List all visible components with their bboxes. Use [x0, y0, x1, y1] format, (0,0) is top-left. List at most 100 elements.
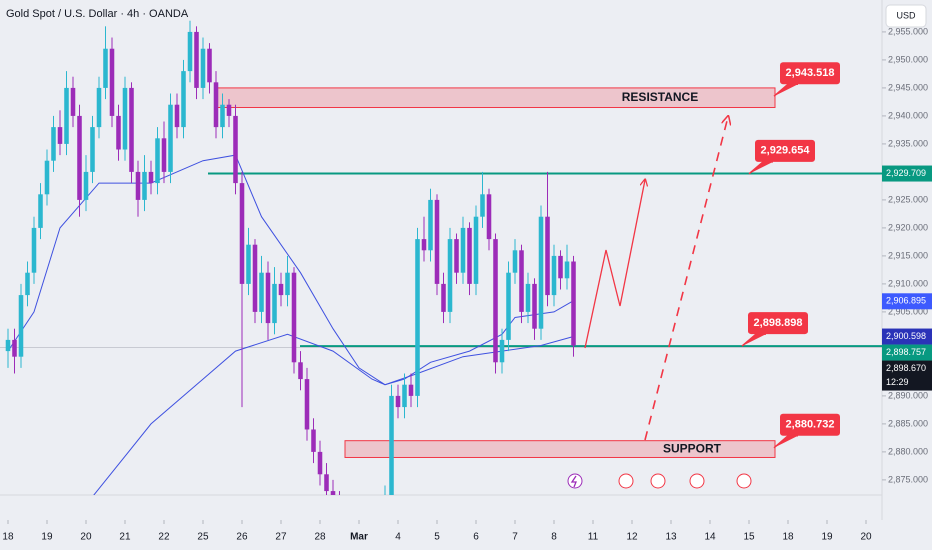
callout-pointer	[773, 435, 798, 449]
event-icon	[650, 473, 666, 489]
candle-body	[532, 283, 537, 329]
x-tick-label: 8	[551, 532, 557, 543]
price-label-box	[882, 360, 932, 391]
callout-label: 2,880.732	[786, 419, 835, 431]
currency-button[interactable]	[885, 4, 927, 28]
y-tick-label: 2,955.000	[888, 26, 928, 36]
candle-body	[187, 31, 193, 72]
candle-body	[265, 272, 271, 324]
candle-body	[161, 138, 167, 172]
price-label: 2,898.670	[886, 363, 926, 373]
candle-body	[109, 48, 115, 116]
x-tick-label: 28	[314, 532, 326, 543]
candle-body	[5, 339, 11, 352]
candle-body	[44, 160, 50, 195]
price-label-box	[882, 165, 932, 182]
y-tick-label: 2,915.000	[888, 250, 928, 260]
x-tick-label: 4	[395, 532, 401, 543]
candle-body	[220, 104, 225, 128]
candle-body	[168, 104, 173, 172]
candle-body	[467, 227, 472, 284]
candle-body	[311, 429, 316, 452]
candle-body	[441, 283, 446, 312]
candle-body	[103, 48, 108, 88]
y-tick-label: 2,940.000	[888, 110, 928, 120]
projection-arrow	[584, 180, 645, 349]
x-tick-label: 20	[860, 532, 872, 543]
candle-body	[389, 395, 394, 495]
event-icon	[689, 473, 705, 489]
x-tick-label: 6	[473, 532, 479, 543]
candle-body	[408, 384, 414, 396]
y-tick-label: 2,880.000	[888, 446, 928, 456]
candle-body	[272, 283, 277, 324]
x-tick-label: 20	[80, 532, 92, 543]
candle-body	[135, 171, 141, 200]
candle-body	[486, 194, 492, 240]
candle-body	[77, 115, 82, 200]
candle-body	[96, 87, 102, 128]
callout-pointer	[748, 161, 773, 175]
projection-dashed-arrow	[644, 117, 728, 441]
callout-label: 2,929.654	[761, 145, 811, 157]
x-tick-label: 11	[588, 532, 599, 543]
candle-body	[64, 87, 69, 144]
candle-body	[493, 239, 498, 363]
zone-label: RESISTANCE	[622, 90, 698, 104]
candle-body	[51, 127, 56, 161]
event-icon	[567, 473, 583, 489]
candle-body	[83, 171, 89, 200]
countdown: 12:29	[886, 377, 909, 387]
candle-body	[174, 104, 180, 128]
chart-title: Gold Spot / U.S. Dollar · 4h · OANDA	[6, 8, 189, 20]
candle-body	[181, 71, 186, 128]
candle-body	[538, 216, 544, 329]
candle-body	[415, 239, 420, 396]
x-tick-label: 5	[434, 532, 440, 543]
candle-body	[142, 171, 147, 200]
x-tick-label: 12	[626, 532, 638, 543]
event-icons	[567, 473, 752, 489]
x-tick-label: 22	[158, 532, 170, 543]
x-tick-label: 14	[704, 532, 716, 543]
candle-body	[207, 48, 212, 83]
x-tick-label: Mar	[350, 532, 368, 543]
zone	[344, 440, 776, 458]
candle-body	[428, 199, 433, 251]
candle-body	[122, 87, 128, 150]
candle-body	[291, 272, 297, 363]
y-tick-label: 2,910.000	[888, 278, 928, 288]
candle-body	[499, 339, 505, 363]
callout-box	[748, 312, 808, 335]
candle-body	[31, 227, 37, 273]
candle-body	[239, 183, 245, 284]
x-tick-label: 18	[782, 532, 794, 543]
candle-body	[434, 199, 440, 284]
y-tick-label: 2,925.000	[888, 194, 928, 204]
y-tick-label: 2,905.000	[888, 306, 928, 316]
price-label-box	[882, 328, 932, 345]
overlay: 2,943.518 2,929.654 2,898.898 2,880.732	[567, 62, 840, 489]
x-tick-label: 26	[236, 532, 248, 543]
x-tick-label: 7	[512, 532, 518, 543]
x-tick-label: 15	[743, 532, 755, 543]
price-label: 2,929.709	[886, 168, 926, 178]
candle-body	[480, 194, 485, 217]
candle-body	[571, 261, 576, 346]
x-tick-label: 19	[41, 532, 53, 543]
candle-body	[454, 239, 459, 273]
callout-box	[755, 139, 815, 162]
zone-label: SUPPORT	[663, 441, 722, 455]
y-tick-label: 2,920.000	[888, 222, 928, 232]
currency-label[interactable]: USD	[896, 10, 916, 20]
candle-body	[213, 82, 219, 128]
x-tick-label: 21	[119, 532, 131, 543]
x-tick-label: 13	[665, 532, 677, 543]
candle-body	[90, 127, 95, 172]
candle-body	[519, 250, 524, 312]
candle-body	[12, 339, 17, 357]
y-tick-label: 2,950.000	[888, 54, 928, 64]
price-label: 2,906.895	[886, 296, 926, 306]
callout-box	[780, 413, 840, 436]
